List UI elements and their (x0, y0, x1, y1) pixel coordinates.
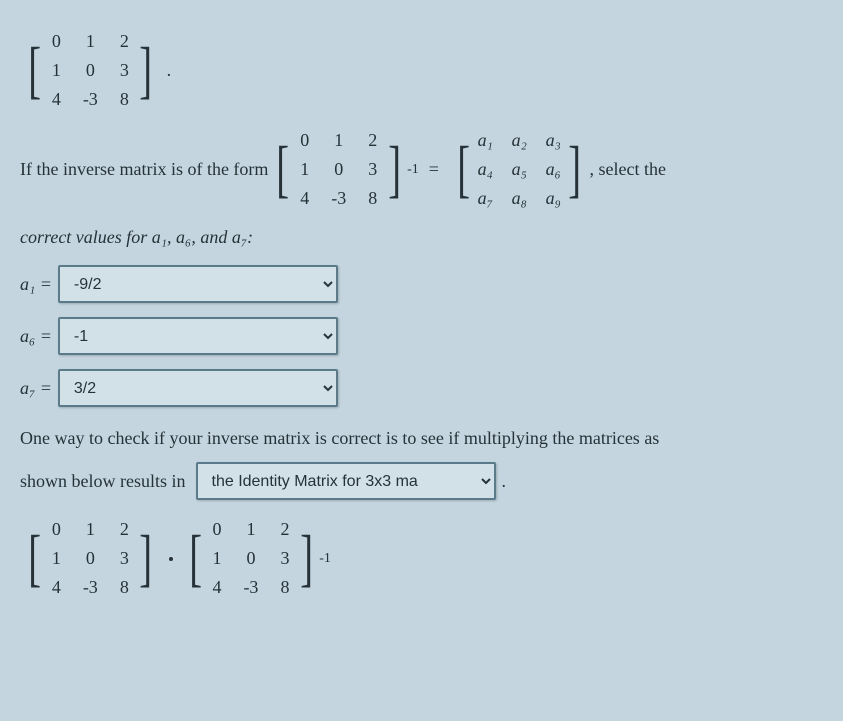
a1-select[interactable]: -9/2 (58, 265, 338, 303)
a7-label: a₇ = (20, 375, 52, 402)
cell: 1 (296, 156, 314, 183)
product-row: [ 0 1 2 1 0 3 4 -3 8 ] [ 0 1 2 1 0 3 4 -… (20, 514, 827, 603)
period: . (167, 57, 172, 84)
cell: 0 (242, 545, 260, 572)
cell: a₄ (476, 156, 494, 183)
sentence2: correct values for a₁, a₆, and a₇: (20, 224, 253, 251)
dot-operator (169, 557, 173, 561)
a1-row: a₁ = -9/2 (20, 265, 827, 303)
a6-row: a₆ = -1 (20, 317, 827, 355)
cell: 0 (47, 516, 65, 543)
cell: 4 (47, 574, 65, 601)
cell: a₉ (544, 185, 562, 212)
matrix-vars: [ a₁ a₂ a₃ a₄ a₅ a₆ a₇ a₈ a₉ ] (453, 125, 586, 214)
matrix-a: [ 0 1 2 1 0 3 4 -3 8 ] (24, 26, 157, 115)
cell: 0 (330, 156, 348, 183)
a7-row: a₇ = 3/2 (20, 369, 827, 407)
a6-label: a₆ = (20, 323, 52, 350)
matrix-b: [ 0 1 2 1 0 3 4 -3 8 ] (272, 125, 405, 214)
inverse-sentence-row: If the inverse matrix is of the form [ 0… (20, 125, 827, 214)
sentence-post: , select the (590, 156, 666, 183)
cell: 8 (115, 86, 133, 113)
cell: 0 (47, 28, 65, 55)
top-matrix-row: [ 0 1 2 1 0 3 4 -3 8 ] . (20, 26, 827, 115)
cell: a₂ (510, 127, 528, 154)
cell: a₈ (510, 185, 528, 212)
cell: 2 (364, 127, 382, 154)
matrix-c-cells: 0 1 2 1 0 3 4 -3 8 (45, 514, 135, 603)
matrix-c: [ 0 1 2 1 0 3 4 -3 8 ] (24, 514, 157, 603)
matrix-vars-cells: a₁ a₂ a₃ a₄ a₅ a₆ a₇ a₈ a₉ (474, 125, 564, 214)
cell: -3 (330, 185, 348, 212)
left-bracket: [ (28, 43, 41, 97)
cell: 2 (276, 516, 294, 543)
right-bracket: ] (140, 43, 153, 97)
a1-label: a₁ = (20, 271, 52, 298)
cell: a₆ (544, 156, 562, 183)
cell: 0 (208, 516, 226, 543)
cell: a₅ (510, 156, 528, 183)
cell: a₃ (544, 127, 562, 154)
a7-select[interactable]: 3/2 (58, 369, 338, 407)
matrix-d-cells: 0 1 2 1 0 3 4 -3 8 (206, 514, 296, 603)
exponent2: -1 (319, 548, 331, 569)
cell: 3 (115, 57, 133, 84)
cell: 4 (208, 574, 226, 601)
para2-pre: One way to check if your inverse matrix … (20, 425, 659, 452)
cell: 3 (276, 545, 294, 572)
cell: a₁ (476, 127, 494, 154)
cell: 0 (296, 127, 314, 154)
cell: 0 (81, 545, 99, 572)
cell: 1 (47, 57, 65, 84)
matrix-a-cells: 0 1 2 1 0 3 4 -3 8 (45, 26, 135, 115)
cell: 1 (330, 127, 348, 154)
cell: 3 (115, 545, 133, 572)
cell: 3 (364, 156, 382, 183)
cell: 2 (115, 516, 133, 543)
matrix-b-cells: 0 1 2 1 0 3 4 -3 8 (294, 125, 384, 214)
cell: -3 (81, 86, 99, 113)
cell: -3 (242, 574, 260, 601)
exponent: -1 (407, 159, 419, 180)
cell: 8 (115, 574, 133, 601)
cell: 4 (47, 86, 65, 113)
cell: 1 (208, 545, 226, 572)
cell: a₇ (476, 185, 494, 212)
matrix-d: [ 0 1 2 1 0 3 4 -3 8 ] (185, 514, 318, 603)
check-sentence-row1: One way to check if your inverse matrix … (20, 425, 827, 452)
cell: 4 (296, 185, 314, 212)
cell: 1 (81, 28, 99, 55)
cell: 1 (242, 516, 260, 543)
cell: -3 (81, 574, 99, 601)
cell: 2 (115, 28, 133, 55)
sentence-pre: If the inverse matrix is of the form (20, 156, 268, 183)
identity-select[interactable]: the Identity Matrix for 3x3 ma (196, 462, 496, 500)
para2-mid: shown below results in (20, 468, 186, 495)
cell: 8 (364, 185, 382, 212)
cell: 8 (276, 574, 294, 601)
cell: 1 (81, 516, 99, 543)
period2: . (502, 468, 507, 495)
check-sentence-row2: shown below results in the Identity Matr… (20, 462, 827, 500)
equals: = (429, 156, 439, 183)
cell: 0 (81, 57, 99, 84)
a6-select[interactable]: -1 (58, 317, 338, 355)
sentence2-row: correct values for a₁, a₆, and a₇: (20, 224, 827, 251)
cell: 1 (47, 545, 65, 572)
